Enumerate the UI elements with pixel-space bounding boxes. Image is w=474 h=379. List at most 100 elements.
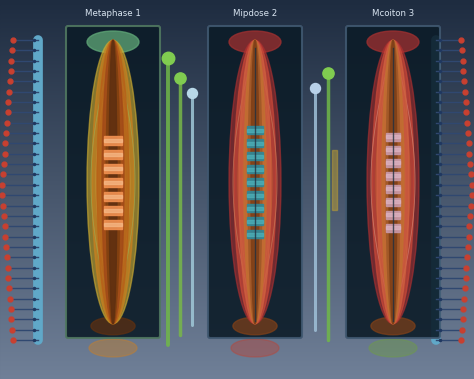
- Bar: [0, 308, 474, 309]
- Bar: [0, 99, 474, 100]
- Bar: [247, 139, 263, 147]
- Bar: [0, 146, 474, 147]
- Bar: [0, 269, 474, 270]
- Bar: [0, 105, 474, 106]
- Ellipse shape: [386, 40, 400, 324]
- Bar: [0, 322, 474, 323]
- Bar: [386, 197, 400, 205]
- Bar: [0, 316, 474, 317]
- Bar: [0, 291, 474, 292]
- Bar: [0, 68, 474, 69]
- Bar: [0, 178, 474, 179]
- Bar: [0, 192, 474, 193]
- Bar: [0, 152, 474, 153]
- Bar: [0, 226, 474, 227]
- Bar: [104, 191, 122, 200]
- Bar: [0, 108, 474, 109]
- Bar: [0, 41, 474, 42]
- Bar: [0, 317, 474, 318]
- Bar: [0, 97, 474, 98]
- Bar: [0, 315, 474, 316]
- Bar: [0, 275, 474, 276]
- Bar: [247, 178, 263, 186]
- Bar: [0, 355, 474, 356]
- Bar: [386, 210, 400, 219]
- Bar: [104, 152, 122, 155]
- Bar: [0, 297, 474, 298]
- Bar: [247, 194, 263, 196]
- Bar: [0, 39, 474, 40]
- Bar: [0, 339, 474, 340]
- Bar: [0, 345, 474, 346]
- Bar: [0, 284, 474, 285]
- Bar: [0, 46, 474, 47]
- Bar: [0, 188, 474, 189]
- Bar: [0, 0, 474, 1]
- Bar: [0, 358, 474, 359]
- Bar: [0, 243, 474, 244]
- Bar: [386, 187, 400, 190]
- Bar: [0, 158, 474, 159]
- Bar: [0, 113, 474, 114]
- Text: Mipdose 2: Mipdose 2: [233, 9, 277, 19]
- Bar: [0, 132, 474, 133]
- Bar: [0, 283, 474, 284]
- Bar: [104, 222, 122, 226]
- Bar: [0, 75, 474, 76]
- Bar: [0, 299, 474, 300]
- Bar: [0, 216, 474, 217]
- Bar: [0, 233, 474, 234]
- Bar: [247, 126, 263, 134]
- Bar: [0, 140, 474, 141]
- Bar: [0, 242, 474, 243]
- Bar: [0, 225, 474, 226]
- Bar: [0, 332, 474, 333]
- Bar: [0, 98, 474, 99]
- Bar: [0, 182, 474, 183]
- Bar: [0, 57, 474, 58]
- Ellipse shape: [371, 317, 415, 335]
- Bar: [0, 139, 474, 140]
- Bar: [0, 309, 474, 310]
- Bar: [0, 85, 474, 86]
- Bar: [0, 69, 474, 70]
- Bar: [0, 205, 474, 206]
- Bar: [0, 122, 474, 123]
- Bar: [0, 220, 474, 221]
- Bar: [0, 288, 474, 289]
- Bar: [0, 171, 474, 172]
- Bar: [386, 158, 400, 166]
- Bar: [0, 276, 474, 277]
- Bar: [0, 118, 474, 119]
- Bar: [0, 102, 474, 103]
- Bar: [0, 3, 474, 4]
- Bar: [0, 356, 474, 357]
- Bar: [0, 230, 474, 231]
- Bar: [0, 353, 474, 354]
- Bar: [0, 333, 474, 334]
- Bar: [0, 186, 474, 187]
- Bar: [0, 119, 474, 120]
- Bar: [0, 354, 474, 355]
- Bar: [0, 255, 474, 256]
- Bar: [0, 217, 474, 218]
- Bar: [0, 33, 474, 34]
- Bar: [0, 43, 474, 44]
- Bar: [247, 204, 263, 212]
- Bar: [0, 218, 474, 219]
- Bar: [0, 61, 474, 62]
- Bar: [104, 194, 122, 197]
- Bar: [0, 343, 474, 344]
- Bar: [0, 93, 474, 94]
- Bar: [0, 364, 474, 365]
- Bar: [0, 350, 474, 351]
- Bar: [0, 323, 474, 324]
- Ellipse shape: [367, 31, 419, 53]
- Bar: [0, 35, 474, 36]
- Bar: [0, 15, 474, 16]
- Bar: [0, 134, 474, 135]
- Bar: [0, 262, 474, 263]
- Bar: [0, 13, 474, 14]
- Bar: [104, 149, 122, 158]
- Bar: [0, 65, 474, 66]
